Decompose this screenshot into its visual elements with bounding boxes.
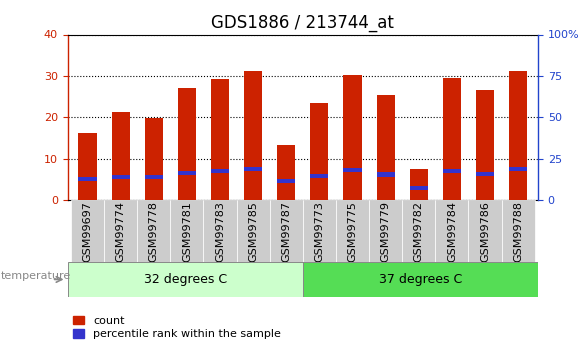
Bar: [410, 186, 428, 190]
Bar: [112, 175, 130, 179]
Bar: [343, 168, 362, 172]
Bar: [369, 200, 402, 262]
Text: GSM99784: GSM99784: [447, 201, 457, 262]
Bar: [203, 200, 236, 262]
Bar: [502, 200, 534, 262]
Bar: [277, 179, 295, 183]
Bar: [112, 112, 130, 200]
Text: GSM99779: GSM99779: [380, 201, 390, 262]
Text: GSM99781: GSM99781: [182, 201, 192, 262]
Legend: count, percentile rank within the sample: count, percentile rank within the sample: [73, 316, 281, 339]
Bar: [509, 70, 527, 200]
Bar: [145, 118, 163, 200]
Text: GSM99775: GSM99775: [348, 201, 358, 262]
Text: GSM99786: GSM99786: [480, 201, 490, 262]
Text: GSM99773: GSM99773: [315, 201, 325, 262]
Bar: [476, 171, 494, 176]
Bar: [211, 79, 229, 200]
Bar: [469, 200, 502, 262]
Bar: [336, 200, 369, 262]
Bar: [78, 177, 96, 181]
Bar: [104, 200, 137, 262]
Bar: [410, 169, 428, 200]
Bar: [435, 200, 469, 262]
Text: GSM99778: GSM99778: [149, 201, 159, 262]
Bar: [310, 103, 329, 200]
Text: temperature: temperature: [1, 271, 71, 281]
Bar: [178, 171, 196, 175]
Bar: [509, 167, 527, 171]
Bar: [303, 262, 538, 297]
Bar: [270, 200, 303, 262]
Bar: [277, 145, 295, 200]
Text: 32 degrees C: 32 degrees C: [143, 273, 227, 286]
Bar: [443, 78, 461, 200]
Bar: [376, 95, 395, 200]
Bar: [244, 167, 262, 171]
Bar: [244, 71, 262, 200]
Bar: [443, 169, 461, 173]
Bar: [211, 169, 229, 173]
Text: GSM99697: GSM99697: [82, 201, 92, 262]
Bar: [171, 200, 203, 262]
Bar: [476, 90, 494, 200]
Bar: [402, 200, 435, 262]
Bar: [145, 175, 163, 179]
Bar: [310, 174, 329, 178]
Bar: [303, 200, 336, 262]
Bar: [376, 172, 395, 177]
Text: GSM99783: GSM99783: [215, 201, 225, 262]
Bar: [68, 262, 303, 297]
Bar: [71, 200, 104, 262]
Text: GSM99785: GSM99785: [248, 201, 258, 262]
Bar: [236, 200, 270, 262]
Text: GSM99782: GSM99782: [414, 201, 424, 262]
Text: GSM99774: GSM99774: [116, 201, 126, 262]
Bar: [78, 133, 96, 200]
Bar: [343, 75, 362, 200]
Text: GSM99788: GSM99788: [513, 201, 523, 262]
Text: 37 degrees C: 37 degrees C: [379, 273, 462, 286]
Bar: [137, 200, 171, 262]
Text: GSM99787: GSM99787: [281, 201, 291, 262]
Title: GDS1886 / 213744_at: GDS1886 / 213744_at: [211, 14, 395, 32]
Bar: [178, 88, 196, 200]
